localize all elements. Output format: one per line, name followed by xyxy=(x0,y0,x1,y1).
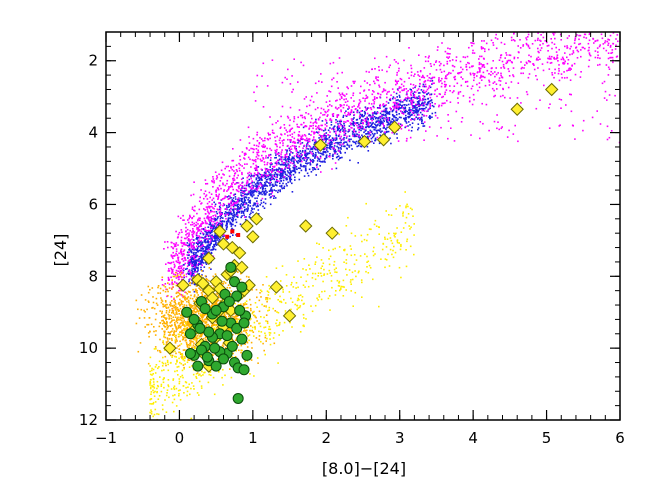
density-cloud xyxy=(182,77,437,293)
circle-marker xyxy=(199,303,211,315)
diamond-marker xyxy=(282,309,297,323)
circle-marker xyxy=(194,322,206,334)
diamond-marker xyxy=(325,226,339,240)
diamond-marker xyxy=(387,120,402,134)
y-tick-label: 6 xyxy=(88,195,98,213)
circle-marker xyxy=(229,276,240,288)
diamond-marker xyxy=(213,224,227,239)
x-tick-label: 5 xyxy=(542,429,552,447)
circle-marker xyxy=(232,392,244,404)
density-cloud xyxy=(253,56,621,144)
diamond-marker xyxy=(176,278,190,292)
diamond-marker xyxy=(246,230,260,244)
diamond-marker xyxy=(510,102,524,116)
circle-marker xyxy=(201,351,213,363)
circle-marker xyxy=(236,281,248,293)
red-point xyxy=(225,234,230,239)
diamond-marker xyxy=(235,260,249,275)
circle-marker xyxy=(184,328,196,340)
diamond-marker xyxy=(232,246,247,260)
circle-marker xyxy=(238,317,250,329)
circle-marker xyxy=(210,304,222,316)
circle-marker xyxy=(217,353,229,365)
circle-marker xyxy=(210,360,222,372)
circle-marker xyxy=(181,306,193,318)
density-cloud xyxy=(161,31,619,310)
x-tick-label: 3 xyxy=(395,429,405,447)
circle-marker xyxy=(188,313,200,325)
x-tick-label: 6 xyxy=(615,429,625,447)
y-tick-label: 2 xyxy=(88,52,98,70)
circle-marker xyxy=(223,295,235,307)
circle-marker xyxy=(226,340,238,352)
y-tick-label: 12 xyxy=(79,411,98,429)
circle-marker xyxy=(238,364,250,376)
circle-marker xyxy=(236,333,248,345)
diamond-marker xyxy=(269,280,284,294)
circle-marker xyxy=(221,330,233,342)
y-tick-label: 4 xyxy=(88,124,98,142)
circle-marker xyxy=(209,342,221,354)
x-tick-label: 4 xyxy=(468,429,478,447)
circle-marker xyxy=(195,344,207,356)
diamond-marker xyxy=(196,276,210,291)
data-markers xyxy=(163,82,559,404)
diamond-marker xyxy=(545,82,559,97)
circle-marker xyxy=(192,360,204,372)
circle-marker xyxy=(184,348,196,360)
circle-marker xyxy=(241,349,253,361)
diamond-marker xyxy=(205,291,220,305)
circle-marker xyxy=(231,290,243,302)
y-axis-label: [24] xyxy=(51,234,70,267)
circle-marker xyxy=(231,322,243,334)
y-tick-label: 10 xyxy=(79,339,98,357)
diamond-marker xyxy=(376,133,391,147)
circle-marker xyxy=(225,261,237,273)
red-point xyxy=(230,229,235,234)
x-tick-label: −1 xyxy=(95,429,117,447)
circle-marker xyxy=(234,304,246,316)
diamond-marker xyxy=(299,219,313,233)
red-point xyxy=(236,232,241,237)
diamond-marker xyxy=(240,219,254,233)
x-tick-label: 0 xyxy=(175,429,185,447)
plot-frame xyxy=(105,31,621,421)
y-tick-label: 8 xyxy=(88,267,98,285)
x-axis-label: [8.0]−[24] xyxy=(322,459,406,478)
axis-ticks xyxy=(105,31,621,421)
diamond-marker xyxy=(163,341,177,355)
circle-marker xyxy=(216,315,228,327)
x-tick-label: 2 xyxy=(322,429,332,447)
diamond-marker xyxy=(249,212,264,226)
diamond-marker xyxy=(357,134,372,149)
x-tick-label: 1 xyxy=(248,429,258,447)
diamond-marker xyxy=(225,240,240,255)
diamond-marker xyxy=(313,138,328,152)
diamond-marker xyxy=(202,251,216,266)
